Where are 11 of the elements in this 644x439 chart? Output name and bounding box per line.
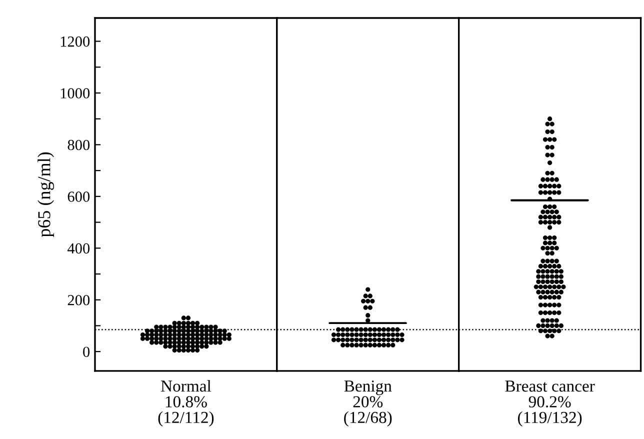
x-tick-label: Normal 10.8% (12/112) bbox=[158, 380, 214, 426]
y-tick-label: 600 bbox=[68, 192, 90, 202]
y-tick-label: 0 bbox=[83, 346, 90, 358]
y-tick-label: 800 bbox=[68, 140, 90, 150]
y-tick-label: 400 bbox=[68, 243, 90, 254]
y-tick-label: 1200 bbox=[60, 36, 90, 47]
y-axis-title: p65 (ng/ml) bbox=[38, 152, 54, 238]
y-tick-label: 1000 bbox=[60, 88, 90, 98]
x-tick-label: Breast cancer 90.2% (119/132) bbox=[505, 380, 595, 426]
y-tick-label: 200 bbox=[68, 294, 90, 306]
x-tick-label: Benign 20% (12/68) bbox=[344, 380, 392, 426]
